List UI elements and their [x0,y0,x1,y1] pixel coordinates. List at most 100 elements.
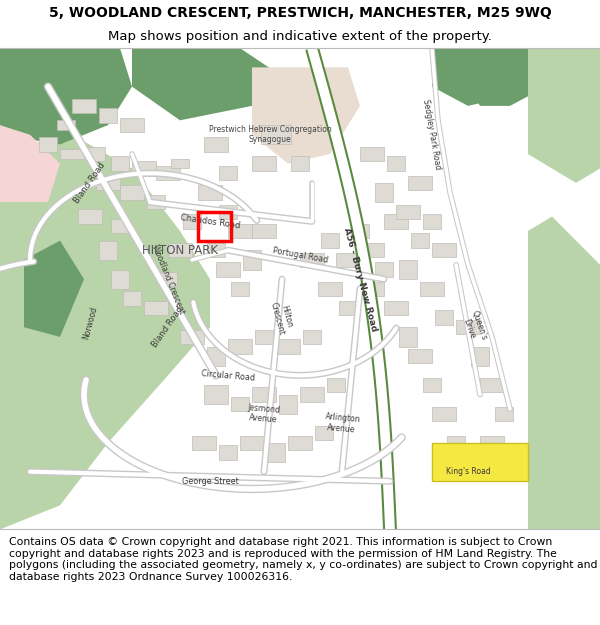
Bar [396,204,420,219]
Bar [399,260,417,279]
Text: Bland Road: Bland Road [73,161,107,205]
Polygon shape [24,241,84,337]
Bar [408,176,432,190]
Bar [267,442,285,462]
Bar [360,243,384,258]
Bar [87,147,105,161]
Polygon shape [252,68,360,164]
Bar [456,320,480,334]
Bar [111,156,129,171]
Bar [231,281,249,296]
Bar [321,233,339,248]
Bar [219,445,237,459]
Polygon shape [528,48,600,183]
Bar [291,156,309,171]
Bar [144,301,168,315]
Bar [132,161,156,176]
Polygon shape [528,216,600,529]
Bar [375,183,393,202]
Polygon shape [0,48,132,144]
Bar [480,436,504,450]
Bar [156,166,180,181]
Text: Arlington
Avenue: Arlington Avenue [323,412,361,435]
Bar [183,214,201,229]
Text: 5, WOODLAND CRESCENT, PRESTWICH, MANCHESTER, M25 9WQ: 5, WOODLAND CRESCENT, PRESTWICH, MANCHES… [49,6,551,21]
Bar [255,329,273,344]
Bar [168,243,192,258]
Bar [228,339,252,354]
Bar [219,204,237,219]
Bar [420,281,444,296]
Bar [360,281,384,296]
Bar [423,214,441,229]
Bar [288,436,312,450]
Bar [252,156,276,171]
Bar [198,185,222,200]
Bar [39,137,57,152]
Bar [99,241,117,260]
Bar [327,378,345,392]
Text: Circular Road: Circular Road [201,369,255,382]
Bar [471,346,489,366]
Bar [432,243,456,258]
Polygon shape [0,125,60,202]
Bar [120,118,144,132]
Bar [318,281,342,296]
Bar [171,159,189,168]
Text: A56 - Bury New Road: A56 - Bury New Road [342,226,378,332]
Bar [231,397,249,411]
Bar [432,407,456,421]
Bar [219,166,237,181]
Bar [111,269,129,289]
Bar [495,407,513,421]
Bar [300,388,324,402]
Bar [375,262,393,277]
Bar [303,329,321,344]
Text: Portugal Road: Portugal Road [272,246,328,264]
Bar [57,120,75,130]
Bar [60,149,84,159]
Bar [192,436,216,450]
Bar [78,209,102,224]
Bar [204,385,228,404]
Bar [96,176,120,190]
Bar [240,436,264,450]
Polygon shape [432,48,528,106]
Text: Sedgley Park Road: Sedgley Park Road [421,99,443,171]
Bar [111,219,129,233]
Text: Hilton
Crescent: Hilton Crescent [268,299,296,336]
Bar [99,108,117,122]
Text: Contains OS data © Crown copyright and database right 2021. This information is : Contains OS data © Crown copyright and d… [9,537,598,582]
Bar [360,147,384,161]
Polygon shape [432,442,528,481]
Bar [261,125,291,144]
Bar [276,339,300,354]
Bar [159,272,177,286]
Bar [252,224,276,238]
Text: Map shows position and indicative extent of the property.: Map shows position and indicative extent… [108,29,492,42]
Text: Norwood: Norwood [81,305,99,340]
Bar [228,224,252,238]
Bar [384,301,408,315]
Bar [399,328,417,346]
Bar [120,185,144,200]
Bar [204,137,228,152]
Text: King's Road: King's Road [446,467,490,476]
Bar [384,214,408,229]
Text: George Street: George Street [182,477,238,486]
Text: Queen's
Drive: Queen's Drive [460,309,488,345]
Bar [216,262,240,277]
Bar [198,212,231,241]
Bar [252,388,276,402]
Bar [336,253,360,267]
Polygon shape [0,135,210,529]
Bar [480,378,504,392]
Bar [315,426,333,441]
Bar [495,455,513,469]
Bar [243,250,261,269]
Text: Prestwich Hebrew Congregation
Synagogue: Prestwich Hebrew Congregation Synagogue [209,125,331,144]
Bar [123,291,141,306]
Polygon shape [132,48,276,120]
Bar [435,311,453,325]
Bar [207,243,225,258]
